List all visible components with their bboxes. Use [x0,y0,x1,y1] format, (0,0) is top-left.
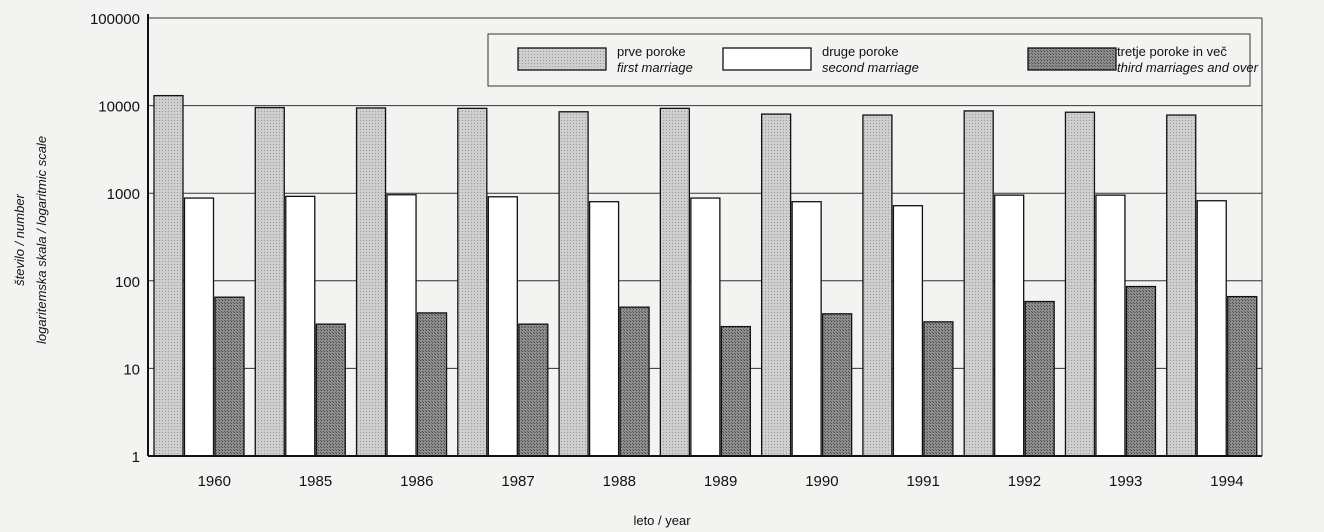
y-tick-label: 100000 [90,11,140,28]
legend-label-en: second marriage [822,60,919,75]
bar [355,107,387,457]
legend-swatch [517,47,607,71]
y-tick-labels: 1 10 100 1000 10000 100000 [90,11,140,466]
y-tick-label: 10 [123,361,140,378]
x-tick-label: 1988 [603,473,636,490]
legend-label: tretje poroke in več [1117,44,1227,59]
bar [659,107,691,457]
bar [1196,200,1227,457]
bar [821,313,853,457]
x-tick-label: 1960 [198,473,231,490]
x-tick-label: 1986 [400,473,433,490]
bar [285,195,316,457]
x-tick-labels: 1960 1985 1986 1987 1988 1989 1990 1991 1992 1993… [198,473,1244,490]
bar [558,111,589,457]
bar [1095,194,1126,457]
y-tick-label: 100 [115,274,140,291]
bars [153,94,1258,457]
bar [588,201,620,457]
bar [690,197,721,457]
legend-label: prve poroke [617,44,686,59]
legend-label-en: first marriage [617,60,693,75]
legend-box [487,33,1251,87]
bar [760,113,792,457]
bar [457,107,488,457]
bar [1227,295,1258,457]
x-tick-label: 1987 [501,473,534,490]
bar [153,94,184,457]
bar [619,306,650,457]
bar [1024,300,1055,457]
bar [963,110,994,457]
legend-swatch [722,47,812,71]
axes [147,14,1263,457]
x-tick-label: 1985 [299,473,332,490]
bar [487,196,518,457]
bar [1125,285,1157,457]
bar [923,321,954,457]
y-axis-label-1: število / number [12,193,27,285]
bar [416,312,448,457]
bar [386,194,417,457]
bar [994,194,1025,457]
legend-label-en: third marriages and over [1117,60,1259,75]
x-tick-label: 1989 [704,473,737,490]
legend-label: druge poroke [822,44,899,59]
y-tick-label: 10000 [98,99,140,116]
bar [791,201,822,457]
y-tick-label: 1 [132,449,140,466]
x-tick-label: 1992 [1008,473,1041,490]
x-tick-label: 1994 [1210,473,1243,490]
x-tick-label: 1993 [1109,473,1142,490]
y-tick-label: 1000 [107,186,140,203]
x-tick-label: 1990 [805,473,838,490]
bar [214,296,245,457]
bar [254,106,285,457]
bar [315,323,346,457]
y-axis-label-2: logaritemska skala / logaritmic scale [34,136,49,344]
bar [862,114,893,457]
bar [1166,114,1197,457]
x-axis-label: leto / year [633,513,691,528]
bar [1064,111,1096,457]
legend-swatch [1027,47,1117,71]
bar [183,197,215,457]
x-tick-label: 1991 [906,473,939,490]
bar [720,325,752,457]
bar [518,323,549,457]
bar [892,205,924,457]
